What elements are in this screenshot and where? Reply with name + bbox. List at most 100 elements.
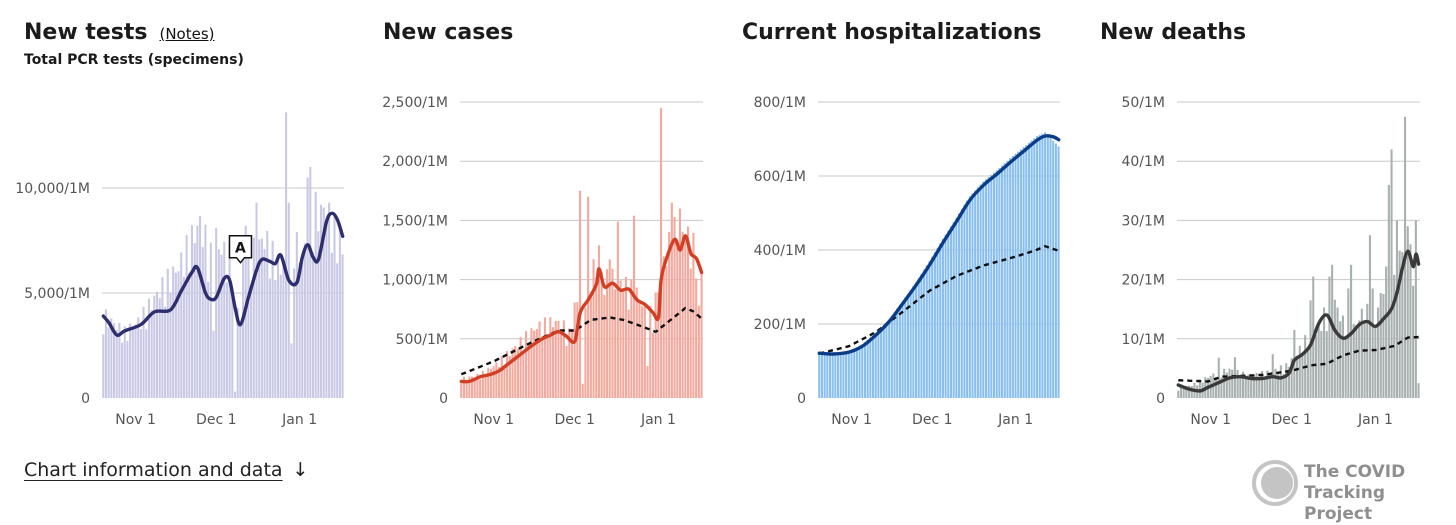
bar [301, 258, 304, 398]
bar [853, 348, 856, 398]
bar [552, 327, 555, 398]
y-tick-label: 0 [797, 391, 806, 407]
cases-chart: 0 500/1M 1,000/1M 1,500/1M 2,000/1M 2,500/1M N… [382, 95, 704, 428]
bar [818, 352, 821, 398]
bar [1352, 323, 1355, 398]
bar [231, 290, 234, 398]
bar [931, 256, 934, 398]
bar [126, 341, 129, 398]
bar [1377, 307, 1380, 398]
bar [525, 331, 528, 398]
bar [855, 347, 858, 398]
bar [847, 351, 850, 398]
bar [992, 172, 996, 398]
bar [974, 190, 977, 398]
bar [1374, 327, 1377, 398]
bar [603, 295, 606, 398]
bar [1190, 386, 1193, 398]
panel-hospitalizations: Current hospitalizations 0 200/1M 400/1M 60… [742, 0, 1082, 440]
bar [217, 249, 220, 398]
bar [1258, 377, 1261, 398]
bar [1188, 385, 1191, 398]
bar [1363, 321, 1366, 398]
bar [1306, 348, 1309, 398]
average-line [459, 234, 704, 384]
bar [193, 243, 196, 398]
bar [949, 226, 953, 398]
notes-link[interactable]: (Notes) [159, 25, 215, 43]
bar [622, 292, 625, 398]
bar [681, 231, 684, 398]
bar [1003, 163, 1006, 398]
bar [893, 312, 896, 398]
bar [1231, 369, 1234, 398]
bar [236, 308, 239, 398]
bar [530, 328, 533, 398]
bar [920, 274, 923, 398]
bar [212, 330, 215, 398]
bar [592, 259, 595, 398]
bar [1266, 370, 1269, 398]
bar [1025, 144, 1028, 398]
bar [834, 353, 837, 398]
bar [670, 202, 673, 398]
bar [1260, 371, 1263, 398]
bar [1269, 373, 1272, 398]
bar [1242, 371, 1245, 398]
x-tick-label: Dec 1 [196, 412, 236, 428]
bar [260, 238, 263, 398]
bar [882, 325, 885, 398]
bar [247, 258, 250, 398]
org-name: The COVID Tracking Project [1304, 462, 1456, 525]
panel-tests: New tests (Notes) Total PCR tests (specim… [15, 0, 364, 440]
bar [293, 268, 296, 398]
bar [1255, 372, 1258, 398]
bar [341, 254, 344, 398]
bar [266, 230, 269, 398]
bar [1057, 146, 1060, 398]
bar [1398, 250, 1401, 398]
annotation-marker[interactable]: A [228, 234, 253, 264]
bar [831, 353, 834, 398]
bar [960, 209, 963, 398]
bar [906, 293, 910, 398]
bar [968, 196, 971, 398]
bar [1323, 307, 1326, 398]
bar [182, 276, 185, 398]
bar [287, 202, 290, 398]
bar [635, 287, 638, 398]
bar [573, 302, 576, 398]
bar [465, 380, 468, 398]
bar [554, 320, 557, 398]
bar [963, 204, 966, 398]
bar [917, 278, 920, 398]
bar [643, 303, 646, 398]
bar [199, 215, 202, 398]
bar [522, 351, 525, 398]
chart-info-link[interactable]: Chart information and data ↓ [24, 459, 308, 481]
bar [657, 292, 660, 398]
bar [909, 290, 912, 398]
bar [971, 193, 974, 398]
bar [516, 348, 519, 398]
bar [519, 337, 522, 398]
x-tick-label: Jan 1 [1357, 412, 1393, 428]
comparison-line [819, 245, 1059, 355]
bar [166, 268, 169, 398]
org-name-line1: The COVID [1304, 462, 1406, 482]
bar [885, 322, 888, 398]
arrow-down-icon: ↓ [292, 459, 309, 481]
bar [579, 190, 582, 398]
bar [147, 298, 150, 398]
bar [692, 233, 695, 398]
bar [190, 225, 194, 398]
bar [131, 328, 134, 398]
y-tick-label: 0 [439, 391, 448, 407]
bar [338, 229, 341, 398]
bar [333, 212, 336, 398]
bar [1331, 264, 1334, 398]
bar [947, 230, 950, 398]
bar [638, 301, 641, 398]
bar [1019, 149, 1022, 398]
bar [1228, 368, 1231, 398]
